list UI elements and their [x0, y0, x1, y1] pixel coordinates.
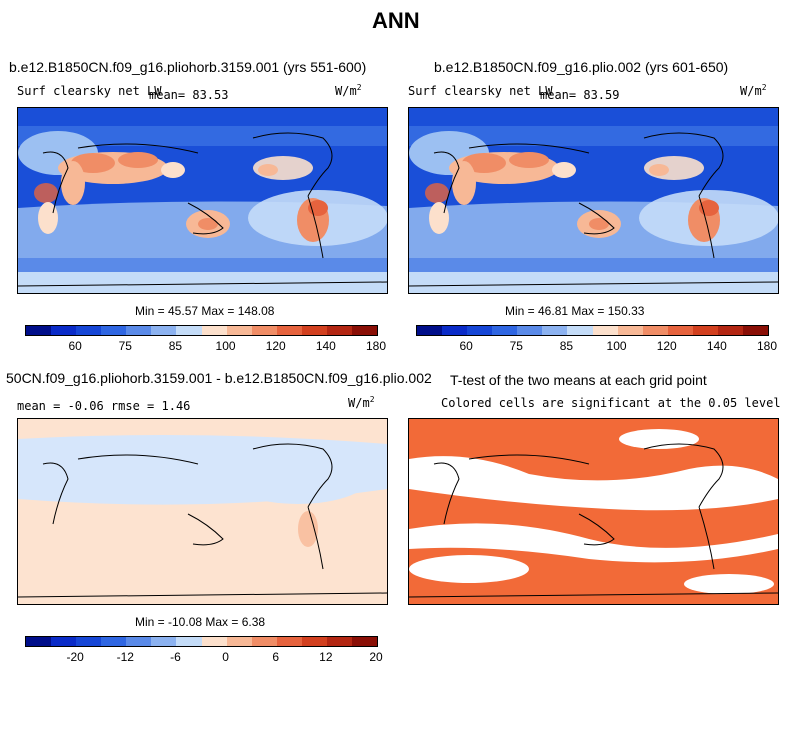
colorbar-abs-left-swatch — [76, 326, 102, 335]
panel1-units-sup: 2 — [356, 83, 362, 92]
colorbar-diff-swatch — [101, 637, 127, 646]
colorbar-diff-tick-label: 0 — [222, 650, 229, 664]
colorbar-diff-swatch — [26, 637, 52, 646]
panel1-mean-label: mean= — [149, 88, 186, 102]
panel3-units-sup: 2 — [369, 395, 375, 404]
colorbar-abs-right-swatch — [692, 326, 718, 335]
colorbar-abs-right-swatch — [617, 326, 643, 335]
colorbar-abs-left-swatch — [226, 326, 252, 335]
panel1-variable: Surf clearsky net LW — [17, 84, 162, 98]
colorbar-abs-left-swatch — [301, 326, 327, 335]
colorbar-diff-tick-label: -20 — [66, 650, 84, 664]
panel1-units: W/m2 — [335, 83, 362, 98]
colorbar-abs-right — [416, 325, 769, 336]
colorbar-abs-left-swatch — [151, 326, 177, 335]
colorbar-abs-left-swatch — [326, 326, 353, 335]
colorbar-abs-right-tick-label: 140 — [706, 339, 727, 353]
colorbar-diff-tick-label: 20 — [369, 650, 383, 664]
panel2-stats: Min = 46.81 Max = 150.33 — [505, 304, 645, 318]
panel3-units: W/m2 — [348, 395, 375, 410]
panel3-units-text: W/m — [348, 396, 370, 410]
colorbar-abs-right-swatch — [743, 326, 769, 335]
colorbar-abs-right-swatch — [542, 326, 568, 335]
colorbar-abs-right-tick-label: 180 — [756, 339, 778, 353]
panel3-stats-line: mean = -0.06 rmse = 1.46 — [17, 399, 191, 413]
colorbar-abs-left-swatch — [26, 326, 52, 335]
colorbar-diff — [25, 636, 378, 647]
colorbar-abs-left-swatch — [201, 326, 227, 335]
panel1-units-text: W/m — [335, 84, 357, 98]
colorbar-diff-tick-label: -6 — [170, 650, 181, 664]
colorbar-abs-right-tick-label: 120 — [656, 339, 677, 353]
colorbar-abs-right-swatch — [567, 326, 593, 335]
colorbar-abs-left-swatch — [126, 326, 152, 335]
figure-title: ANN — [372, 8, 420, 33]
colorbar-abs-left-tick-label: 120 — [265, 339, 286, 353]
colorbar-diff-swatch — [352, 637, 378, 646]
colorbar-abs-right-tick-label: 60 — [459, 339, 473, 353]
panel2-units-text: W/m — [740, 84, 762, 98]
panel4-title: T-test of the two means at each grid poi… — [450, 372, 707, 388]
colorbar-abs-left-swatch — [176, 326, 202, 335]
colorbar-diff-swatch — [276, 637, 302, 646]
panel2-map — [408, 107, 779, 294]
colorbar-abs-left-tick-label: 60 — [68, 339, 82, 353]
colorbar-abs-right-swatch — [467, 326, 493, 335]
colorbar-diff-swatch — [151, 637, 177, 646]
panel2-mean-label: mean= — [540, 88, 577, 102]
colorbar-abs-right-tick-label: 100 — [606, 339, 627, 353]
colorbar-abs-left-swatch — [51, 326, 77, 335]
panel2-variable: Surf clearsky net LW — [408, 84, 553, 98]
colorbar-diff-swatch — [51, 637, 77, 646]
colorbar-abs-left-tick-label: 75 — [118, 339, 132, 353]
colorbar-abs-left-tick-label: 85 — [168, 339, 183, 353]
colorbar-abs-left-tick-label: 180 — [365, 339, 387, 353]
panel2-title: b.e12.B1850CN.f09_g16.plio.002 (yrs 601-… — [434, 59, 729, 75]
colorbar-abs-right-swatch — [417, 326, 443, 335]
colorbar-abs-left-swatch — [352, 326, 378, 335]
colorbar-abs-left — [25, 325, 378, 336]
panel1-title: b.e12.B1850CN.f09_g16.pliohorb.3159.001 … — [9, 59, 367, 75]
colorbar-abs-right-tick-label: 75 — [509, 339, 523, 353]
colorbar-diff-swatch — [326, 637, 353, 646]
colorbar-abs-right-swatch — [442, 326, 468, 335]
colorbar-diff-swatch — [251, 637, 277, 646]
panel3-title: 50CN.f09_g16.pliohorb.3159.001 - b.e12.B… — [6, 370, 432, 386]
colorbar-abs-right-swatch — [592, 326, 618, 335]
panel3-stats: Min = -10.08 Max = 6.38 — [135, 615, 266, 629]
panel3-map — [17, 418, 388, 605]
colorbar-diff-swatch — [226, 637, 252, 646]
colorbar-abs-right-swatch — [717, 326, 744, 335]
colorbar-abs-left-swatch — [276, 326, 302, 335]
panel1-mean-value: 83.53 — [192, 88, 229, 102]
colorbar-diff-tick-label: -12 — [116, 650, 134, 664]
colorbar-diff-swatch — [176, 637, 202, 646]
panel1-map — [17, 107, 388, 294]
colorbar-abs-right-swatch — [492, 326, 518, 335]
colorbar-abs-left-tick-label: 140 — [315, 339, 336, 353]
panel4-subtitle: Colored cells are significant at the 0.0… — [441, 396, 781, 410]
panel1-mean: mean= 83.53 — [149, 88, 228, 102]
colorbar-abs-right-swatch — [642, 326, 668, 335]
panel2-units: W/m2 — [740, 83, 767, 98]
colorbar-diff-swatch — [201, 637, 227, 646]
colorbar-abs-left-tick-label: 100 — [215, 339, 236, 353]
colorbar-abs-left-swatch — [251, 326, 277, 335]
colorbar-diff-swatch — [76, 637, 102, 646]
colorbar-abs-right-swatch — [667, 326, 693, 335]
panel4-map — [408, 418, 779, 605]
colorbar-diff-tick-label: 12 — [319, 650, 333, 664]
colorbar-abs-right-tick-label: 85 — [559, 339, 574, 353]
colorbar-diff-swatch — [301, 637, 327, 646]
panel2-mean: mean= 83.59 — [540, 88, 619, 102]
panel2-mean-value: 83.59 — [583, 88, 620, 102]
colorbar-abs-right-swatch — [517, 326, 543, 335]
panel1-stats: Min = 45.57 Max = 148.08 — [135, 304, 275, 318]
colorbar-abs-left-swatch — [101, 326, 127, 335]
colorbar-diff-tick-label: 6 — [272, 650, 280, 664]
panel2-units-sup: 2 — [761, 83, 767, 92]
colorbar-diff-swatch — [126, 637, 152, 646]
